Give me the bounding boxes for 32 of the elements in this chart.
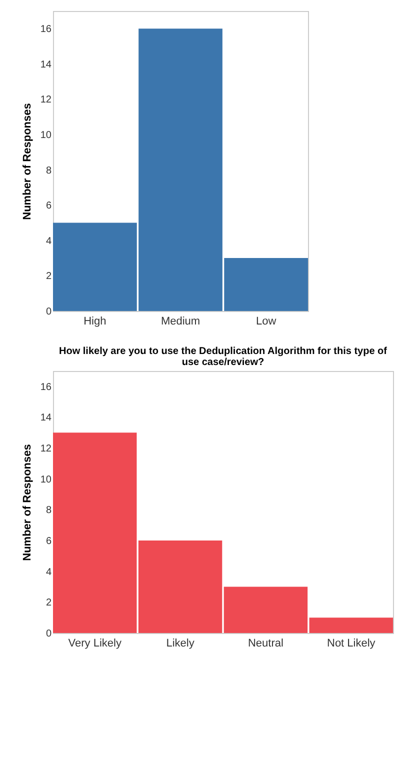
x-tick-label: Not Likely (326, 638, 376, 650)
y-tick-label: 16 (40, 382, 52, 393)
y-tick-label: 12 (40, 94, 52, 106)
y-tick-label: 8 (46, 165, 52, 176)
x-tick-label: Likely (166, 638, 195, 650)
y-tick-label: 12 (40, 444, 52, 455)
y-tick-label: 0 (46, 306, 52, 318)
x-tick-label: Very Likely (68, 638, 122, 650)
y-tick-label: 14 (40, 59, 52, 70)
y-tick-label: 2 (46, 598, 52, 609)
bar (309, 618, 393, 633)
y-tick-label: 4 (46, 236, 52, 247)
y-tick-label: 6 (46, 200, 52, 212)
x-tick-label: High (84, 316, 106, 328)
y-tick-label: 4 (46, 566, 52, 578)
y-tick-label: 10 (40, 474, 52, 486)
y-tick-label: 10 (40, 130, 52, 142)
y-tick-label: 2 (46, 271, 52, 282)
bar (53, 432, 137, 633)
bar (138, 540, 222, 633)
x-tick-label: Medium (160, 316, 200, 328)
y-tick-label: 8 (46, 505, 52, 516)
y-axis-title: Number of Responses (21, 103, 34, 220)
y-tick-label: 14 (40, 412, 52, 424)
bar (224, 586, 308, 633)
x-tick-label: Neutral (248, 638, 284, 650)
x-tick-label: Low (256, 316, 276, 328)
y-tick-label: 0 (46, 628, 52, 640)
y-axis-title: Number of Responses (21, 444, 34, 561)
y-tick-label: 6 (46, 536, 52, 548)
chart-title: How likely are you to use the Deduplication Algorithm for this type of use case/review? (59, 346, 388, 368)
y-tick-label: 16 (40, 24, 52, 36)
